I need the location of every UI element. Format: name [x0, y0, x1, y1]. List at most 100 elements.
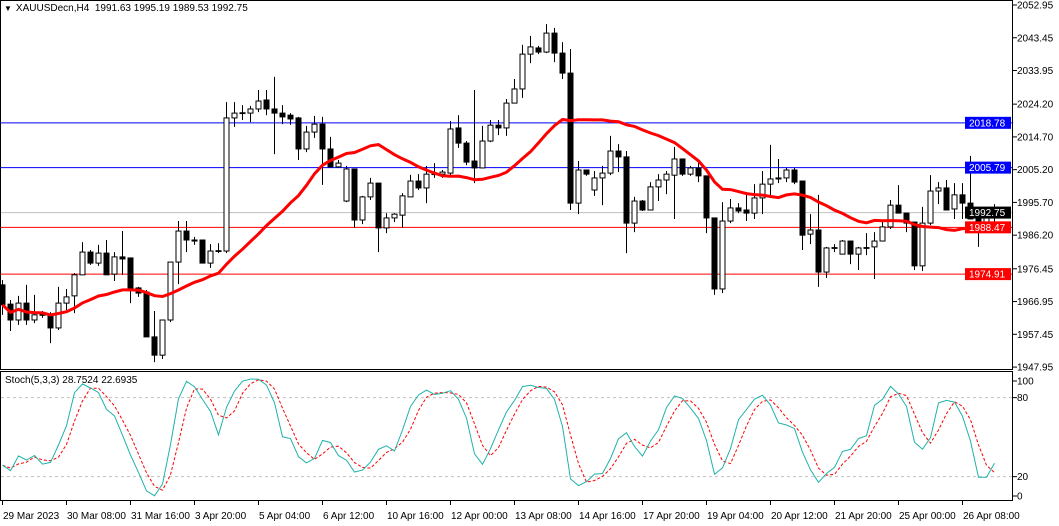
price-tick-label: 1995.70 — [1017, 198, 1054, 209]
price-tick-label: 2052.95 — [1017, 1, 1054, 12]
bearish-candle — [959, 194, 966, 204]
bearish-candle — [271, 108, 278, 114]
bearish-candle — [0, 284, 6, 306]
bullish-candle — [423, 173, 430, 189]
bearish-candle — [583, 169, 590, 175]
time-axis[interactable]: 29 Mar 2023 30 Mar 08:00 31 Mar 16:00 3 Apr… — [2, 501, 1021, 522]
time-tick-label: 3 Apr 20:00 — [195, 511, 247, 522]
bullish-candle — [887, 204, 894, 228]
bearish-candle — [455, 127, 462, 144]
bullish-candle — [71, 274, 78, 297]
bearish-candle — [679, 158, 686, 175]
bullish-candle — [607, 150, 614, 174]
bearish-candle — [119, 256, 126, 260]
bearish-candle — [903, 212, 910, 224]
bearish-candle — [895, 204, 902, 214]
level-price-label-bg — [965, 116, 1011, 129]
bullish-candle — [31, 314, 38, 321]
sma-line — [1, 117, 995, 317]
bullish-candle — [223, 117, 230, 252]
bullish-candle — [343, 168, 350, 202]
bullish-candle — [519, 53, 526, 90]
bearish-candle — [847, 240, 854, 255]
bearish-candle — [639, 200, 646, 211]
bullish-candle — [543, 32, 550, 53]
chart-frame — [0, 0, 1013, 501]
symbol-timeframe: XAUUSDecn,H4 — [15, 3, 90, 14]
bullish-candle — [655, 179, 662, 188]
price-tags: 2018.78 2005.79 1988.47 1974.91 1992.75 — [965, 116, 1011, 281]
time-tick-label: 25 Apr 00:00 — [899, 511, 956, 522]
bullish-candle — [215, 250, 222, 252]
time-tick-label: 29 Mar 2023 — [3, 511, 60, 522]
bullish-candle — [479, 140, 486, 169]
bullish-candle — [951, 194, 958, 210]
bullish-candle — [671, 158, 678, 176]
bearish-candle — [375, 182, 382, 229]
bearish-candle — [623, 156, 630, 224]
time-tick-label: 13 Apr 08:00 — [515, 511, 572, 522]
bearish-candle — [495, 124, 502, 129]
bearish-candle — [295, 117, 302, 150]
bullish-candle — [855, 247, 862, 255]
bearish-candle — [567, 72, 574, 204]
bullish-candle — [447, 128, 454, 174]
bearish-candle — [143, 291, 150, 338]
ohlc-readout: 1991.63 1995.19 1989.53 1992.75 — [94, 3, 248, 14]
bullish-candle — [399, 195, 406, 216]
price-tick-label: 1966.95 — [1017, 297, 1054, 308]
bullish-candle — [503, 102, 510, 129]
bearish-candle — [287, 114, 294, 120]
bullish-candle — [759, 183, 766, 199]
bullish-candle — [831, 247, 838, 249]
bullish-candle — [487, 124, 494, 142]
stochastic-panel — [1, 378, 1012, 497]
price-tick-label: 2024.20 — [1017, 100, 1054, 111]
bullish-candle — [823, 247, 830, 273]
bearish-candle — [319, 123, 326, 150]
bullish-candle — [919, 222, 926, 267]
time-tick-label: 10 Apr 16:00 — [387, 511, 444, 522]
stochastic-tick-label: 100 — [1017, 377, 1034, 388]
bearish-candle — [711, 217, 718, 290]
chart-header: ▼ XAUUSDecn,H4 1991.63 1995.19 1989.53 19… — [4, 3, 248, 14]
bearish-candle — [799, 180, 806, 236]
bullish-candle — [439, 171, 446, 175]
bullish-candle — [359, 196, 366, 221]
bullish-candle — [775, 177, 782, 180]
bearish-candle — [463, 142, 470, 163]
bearish-candle — [735, 207, 742, 212]
bullish-candle — [335, 162, 342, 168]
bearish-candle — [127, 257, 134, 291]
bullish-candle — [751, 197, 758, 214]
level-price-label: 2005.79 — [969, 163, 1006, 174]
stochastic-signal-line — [2, 379, 995, 491]
bearish-candle — [791, 169, 798, 183]
bullish-candle — [807, 229, 814, 235]
level-price-label-bg — [965, 221, 1011, 234]
stochastic-main-line — [2, 378, 995, 497]
bearish-candle — [279, 112, 286, 118]
time-tick-label: 17 Apr 20:00 — [643, 511, 700, 522]
bullish-candle — [727, 207, 734, 222]
bullish-candle — [167, 261, 174, 321]
collapse-triangle-icon[interactable]: ▼ — [4, 4, 12, 13]
time-tick-label: 21 Apr 20:00 — [835, 511, 892, 522]
bearish-candle — [327, 148, 334, 168]
bearish-candle — [199, 239, 206, 264]
bid-price-label: 1992.75 — [969, 208, 1006, 219]
price-tick-label: 1986.20 — [1017, 231, 1054, 242]
price-tick-label: 2005.20 — [1017, 165, 1054, 176]
bullish-candle — [647, 186, 654, 211]
bullish-candle — [255, 100, 262, 110]
bullish-candle — [391, 213, 398, 219]
price-tick-label: 2043.45 — [1017, 33, 1054, 44]
price-axis[interactable]: 2052.95 2043.45 2033.95 2024.20 2014.70 2005.… — [1013, 1, 1054, 503]
bullish-candle — [367, 182, 374, 198]
stochastic-header: Stoch(5,3,3) 28.7524 22.6935 — [5, 375, 137, 386]
moving-average-line — [1, 117, 995, 317]
bullish-candle — [863, 247, 870, 249]
bullish-candle — [631, 200, 638, 224]
bullish-candle — [79, 251, 86, 276]
